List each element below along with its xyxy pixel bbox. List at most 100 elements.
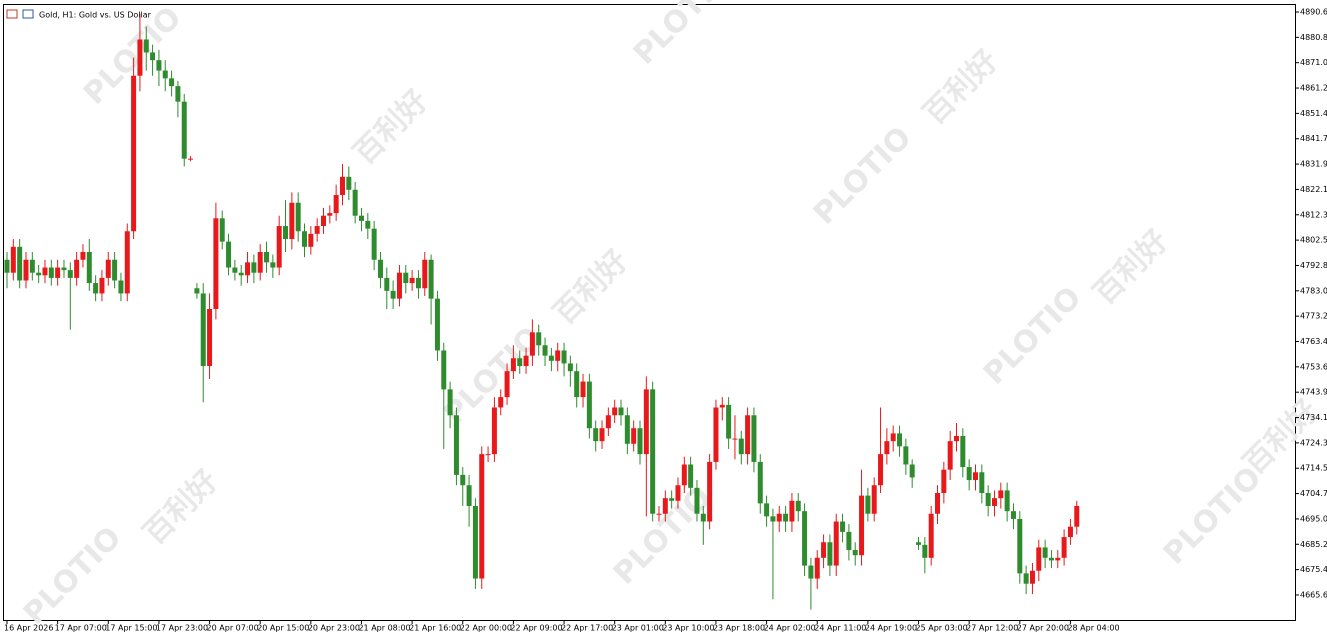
candle-body <box>1061 537 1067 558</box>
candle-body <box>327 213 333 216</box>
candle-body <box>523 355 529 367</box>
candle-body <box>460 474 466 486</box>
candle-body <box>751 415 757 462</box>
candle-body <box>143 39 149 53</box>
candle-body <box>409 277 415 284</box>
candle-body <box>1023 573 1029 584</box>
candle-body <box>852 550 858 556</box>
candle-body <box>732 438 738 440</box>
candle-body <box>542 345 548 356</box>
candle-body <box>226 241 232 268</box>
candle-body <box>662 498 668 514</box>
candle-body <box>846 531 852 551</box>
candle-body <box>1055 557 1061 561</box>
candle-body <box>175 86 181 102</box>
candle-body <box>586 381 592 429</box>
candle-body <box>118 280 124 294</box>
x-tick-label: 21 Apr 08:00 <box>358 624 410 633</box>
y-tick-label: 4763.46 <box>1300 337 1327 346</box>
plot-frame <box>3 4 1296 621</box>
candle-body <box>86 251 92 284</box>
candle-body <box>561 350 567 364</box>
candle-body <box>555 350 561 361</box>
watermark: 百利好 <box>547 243 635 331</box>
candle-body <box>441 350 447 390</box>
candle-body <box>745 415 751 455</box>
y-tick-label: 4880.82 <box>1300 33 1327 42</box>
y-tick-label: 4665.66 <box>1300 590 1327 599</box>
watermark: PLOTIO <box>977 280 1088 391</box>
candle-body <box>941 469 947 494</box>
candle-body <box>783 513 789 522</box>
candle-body <box>947 441 953 470</box>
candle-body <box>789 500 795 522</box>
candle-body <box>681 464 687 486</box>
candle-body <box>321 215 326 227</box>
x-tick-label: 23 Apr 01:00 <box>612 624 664 633</box>
candle-body <box>17 246 23 281</box>
candle-body <box>358 215 364 221</box>
candle-body <box>415 277 421 289</box>
candle-body <box>251 262 257 273</box>
watermark: 百利好 <box>917 43 1005 131</box>
candle-body <box>814 557 820 579</box>
candle-body <box>213 218 219 310</box>
candle-body <box>472 505 478 579</box>
candle-body <box>112 259 118 281</box>
candle-body <box>764 503 770 517</box>
y-tick-label: 4704.78 <box>1300 489 1327 498</box>
candle-body <box>55 267 61 278</box>
candle-body <box>833 521 839 566</box>
candle-body <box>352 189 358 216</box>
y-tick-label: 4783.02 <box>1300 286 1327 295</box>
candle-body <box>124 231 130 294</box>
candle-body <box>504 371 510 398</box>
x-tick-label: 23 Apr 18:00 <box>713 624 765 633</box>
candle-body <box>972 472 978 481</box>
watermark: 百利好 <box>1087 223 1175 311</box>
candle-body <box>916 542 922 545</box>
candle-body <box>802 511 808 566</box>
candle-body <box>498 397 504 408</box>
candle-body <box>371 228 377 260</box>
chart-title: Gold, H1: Gold vs. US Dollar <box>39 11 152 20</box>
candle-body <box>295 202 301 232</box>
candle-body <box>821 542 827 558</box>
candle-body <box>580 381 586 398</box>
candle-body <box>631 428 637 444</box>
candle-body <box>1017 518 1023 574</box>
candle-body <box>150 52 156 61</box>
candle-body <box>808 565 814 579</box>
y-tick-label: 4831.92 <box>1300 160 1327 169</box>
candle-body <box>156 60 162 71</box>
candle-body <box>131 75 137 232</box>
x-tick-label: 16 Apr 2026 <box>4 624 53 633</box>
candle-body <box>1029 570 1035 584</box>
watermark: PLOTIO <box>1157 460 1268 571</box>
candle-body <box>865 495 871 514</box>
candle-body <box>302 231 308 247</box>
candle-body <box>23 259 29 281</box>
candle-body <box>428 259 434 299</box>
y-tick-label: 4890.60 <box>1300 7 1327 16</box>
candle-body <box>871 485 877 514</box>
candle-body <box>694 487 700 514</box>
watermark: 百利好 <box>347 83 435 171</box>
candle-body <box>928 513 934 558</box>
y-tick-label: 4841.70 <box>1300 134 1327 143</box>
candle-body <box>998 490 1004 499</box>
candle-body <box>422 259 428 289</box>
candle-body <box>675 485 681 501</box>
header-icon <box>22 9 34 19</box>
candle-body <box>181 101 187 159</box>
candle-body <box>99 277 105 294</box>
candle-body <box>466 485 472 506</box>
candle-body <box>245 262 251 276</box>
candle-body <box>207 309 213 367</box>
candle-body <box>289 202 295 240</box>
candle-body <box>605 415 611 429</box>
x-tick-label: 24 Apr 02:00 <box>764 624 816 633</box>
y-tick-label: 4753.68 <box>1300 362 1327 371</box>
candle-body <box>1074 505 1080 527</box>
